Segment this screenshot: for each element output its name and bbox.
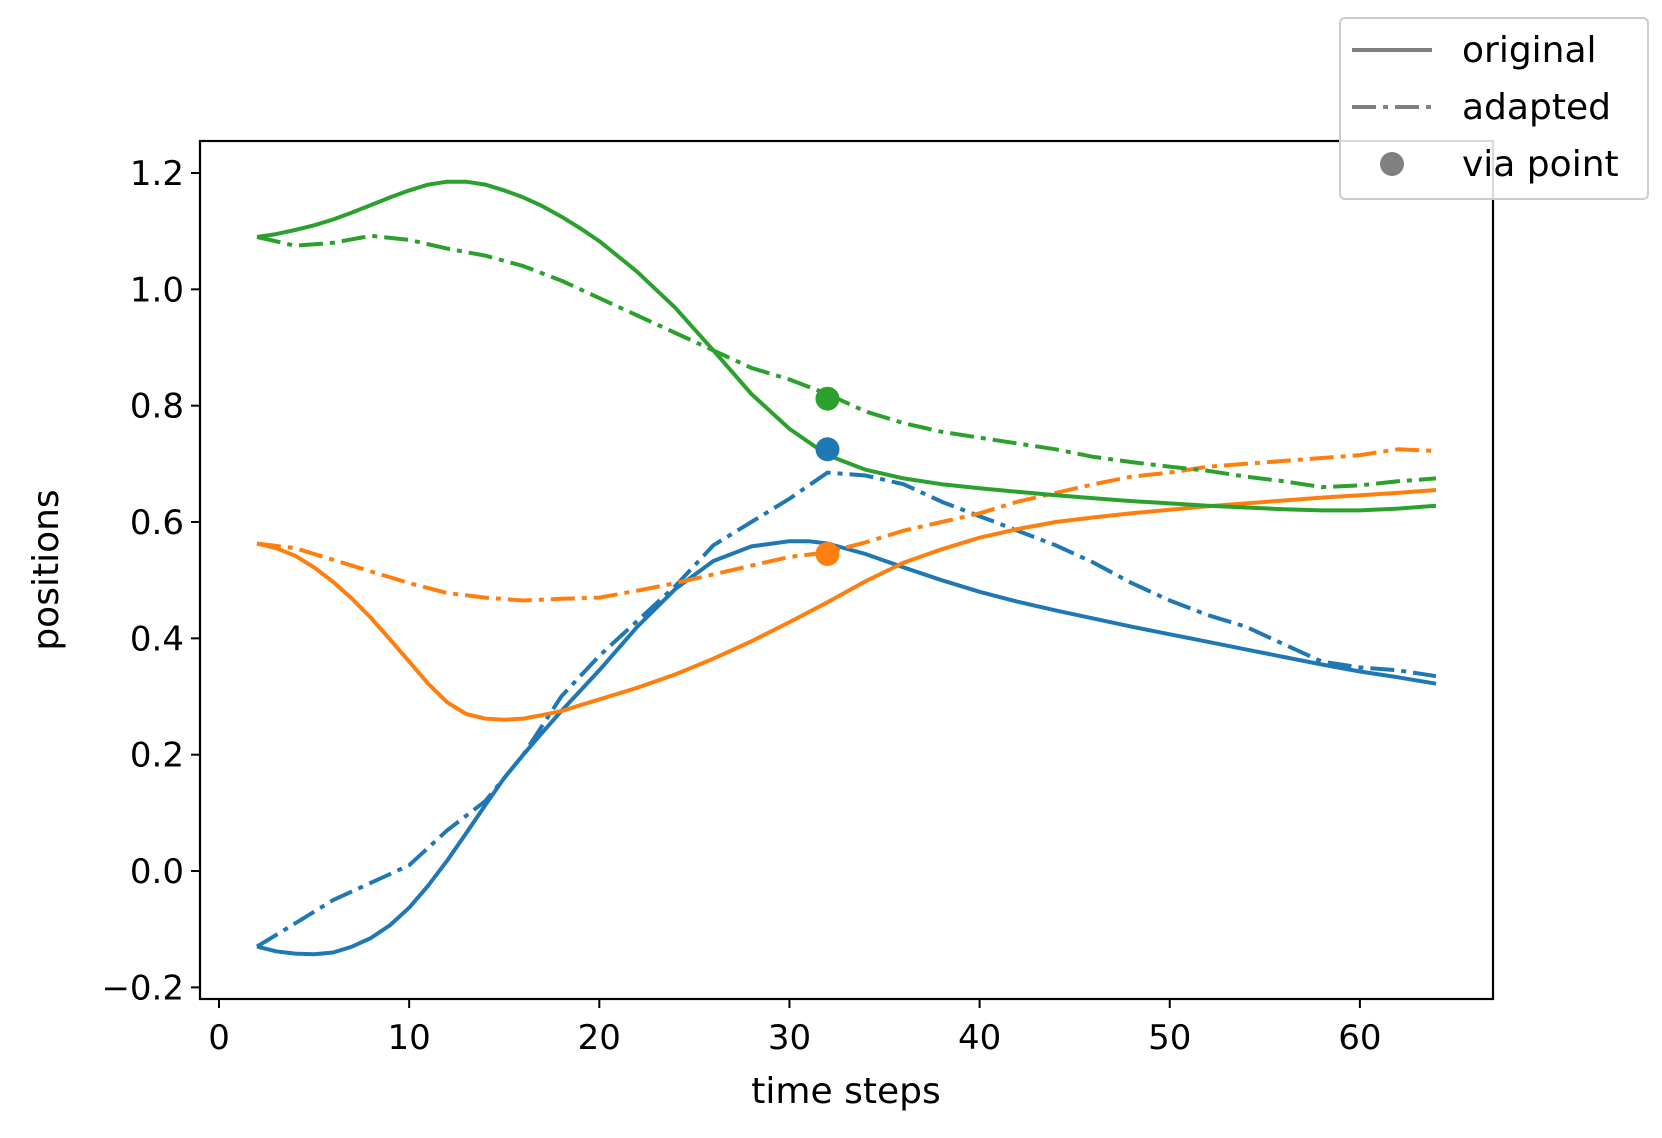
via-points	[815, 386, 840, 567]
x-tick-label: 60	[1338, 1018, 1381, 1058]
y-tick-label: 1.2	[130, 154, 184, 194]
legend: original adapted via point	[1339, 17, 1649, 200]
series-line-blue-adapted	[255, 470, 1437, 949]
blue-via-point-marker	[815, 437, 840, 462]
orange-via-point-marker	[815, 542, 840, 567]
plot-lines	[255, 179, 1437, 957]
legend-label-original: original	[1462, 30, 1597, 71]
series-line-blue-original	[256, 539, 1437, 957]
series-line-green-original	[256, 179, 1437, 513]
legend-label-via-point: via point	[1462, 144, 1619, 185]
y-tick-label: 0.0	[130, 852, 184, 892]
series-line-orange-original	[256, 488, 1437, 722]
legend-label-adapted: adapted	[1462, 87, 1611, 128]
y-tick-label: 0.4	[130, 619, 184, 659]
y-tick-label: 0.8	[130, 387, 184, 427]
plot-frame	[198, 139, 1495, 1001]
y-tick-label: −0.2	[101, 968, 184, 1008]
x-axis-label: time steps	[751, 1071, 940, 1112]
x-tick-label: 40	[958, 1018, 1001, 1058]
y-axis-label: positions	[26, 489, 67, 650]
y-tick-label: 0.2	[130, 736, 184, 776]
x-tick-label: 20	[578, 1018, 621, 1058]
series-line-green-adapted	[256, 233, 1437, 490]
legend-box	[1339, 17, 1649, 200]
x-tick-label: 50	[1148, 1018, 1191, 1058]
green-via-point-marker	[815, 386, 840, 411]
x-tick-label: 10	[388, 1018, 431, 1058]
y-axis: −0.2 0.0 0.2 0.4 0.6 0.8 1.0 1.2	[101, 154, 200, 1008]
x-tick-label: 30	[768, 1018, 811, 1058]
x-axis: 0 10 20 30 40 50 60	[208, 999, 1382, 1058]
series-line-orange-adapted	[256, 447, 1437, 603]
y-tick-label: 0.6	[130, 503, 184, 543]
y-tick-label: 1.0	[130, 270, 184, 310]
x-tick-label: 0	[208, 1018, 230, 1058]
legend-marker-sample	[1380, 152, 1404, 176]
